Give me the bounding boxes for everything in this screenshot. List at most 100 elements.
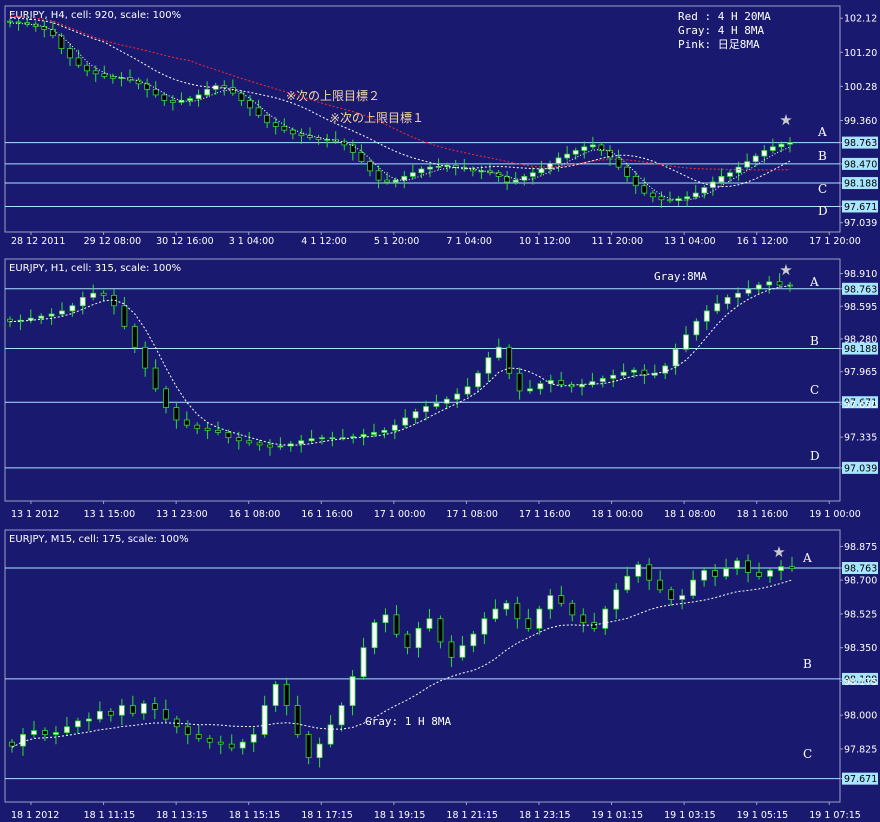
candle-bear [558, 380, 565, 386]
price-tag-bg [842, 672, 878, 685]
x-tick-label: 5 1 20:00 [374, 236, 420, 247]
candle-bull [701, 570, 708, 581]
moving-average-line [11, 579, 793, 748]
candle-bear [255, 107, 262, 116]
price-tag-bg [842, 157, 878, 170]
candle-bear [75, 57, 82, 66]
candle-bear [349, 144, 356, 153]
candle-bear [144, 83, 151, 90]
candle-bull [679, 595, 686, 600]
candle-bear [404, 633, 411, 649]
price-tag-bg [842, 136, 878, 149]
candle-bear [32, 23, 39, 27]
candle-bull [635, 564, 642, 577]
chart-panel-m15[interactable]: EURJPY, M15, cell: 175, scale: 100% Gray… [4, 529, 878, 821]
chart-panel-h1[interactable]: EURJPY, H1, cell: 315, scale: 100% Gray:… [4, 258, 878, 520]
level-label-d: D [818, 204, 828, 218]
candle-bull [537, 383, 544, 390]
candle-bear [131, 326, 138, 348]
candle-bear [101, 73, 108, 77]
candle-bull [599, 378, 606, 382]
candle-bull [64, 726, 70, 733]
candle-bear [607, 150, 613, 159]
candle-bear [162, 709, 169, 720]
candle-bull [714, 303, 721, 312]
price-tag-bg [842, 282, 878, 295]
y-tick-label: 99.360 [844, 116, 877, 127]
price-tag-label: 97.671 [844, 774, 877, 785]
x-tick-label: 18 1 00:00 [592, 509, 644, 520]
candle-bull [444, 164, 451, 167]
candle-bull [485, 357, 492, 374]
candle-bear [173, 407, 180, 421]
candle-bear [152, 88, 159, 96]
candle-bear [667, 199, 673, 202]
candle-bear [367, 161, 373, 172]
x-tick-label: 19 1 03:15 [664, 810, 716, 821]
target-annotation-2: ※次の上限目標２ [286, 89, 380, 103]
candle-bull [239, 741, 246, 749]
candle-bull [613, 589, 620, 610]
candle-bull [308, 438, 315, 442]
candle-bull [178, 100, 185, 103]
candle-bear [516, 372, 523, 392]
candle-bull [140, 703, 147, 714]
y-tick-label: 97.965 [844, 367, 877, 378]
candle-bear [135, 79, 142, 85]
candle-bear [169, 100, 176, 103]
ma-legend-gray: Gray:8MA [654, 270, 707, 283]
candle-bear [598, 144, 605, 151]
candle-bear [206, 737, 213, 743]
chart-title: EURJPY, M15, cell: 175, scale: 100% [9, 534, 189, 545]
candle-bull [59, 310, 65, 315]
candle-bull [744, 161, 751, 168]
candle-bull [478, 170, 485, 173]
candle-bull [734, 560, 740, 569]
candle-bull [662, 365, 669, 374]
y-tick-label: 98.595 [844, 302, 877, 313]
candle-bear [41, 25, 48, 30]
candle-bull [20, 734, 26, 747]
candle-bull [338, 705, 345, 726]
candle-bull [624, 575, 631, 591]
candle-bear [183, 419, 190, 426]
candle-bear [42, 730, 48, 735]
x-tick-label: 18 1 2012 [11, 810, 59, 821]
chart-panel-h4[interactable]: EURJPY, H4, cell: 920, scale: 100% Red :… [4, 5, 878, 247]
candle-bull [79, 297, 86, 307]
level-label-a: A [802, 551, 812, 565]
x-tick-label: 19 1 01:15 [592, 810, 644, 821]
x-tick-label: 3 1 04:00 [229, 236, 275, 247]
candle-bear [15, 21, 22, 24]
price-tag-label: 98.470 [844, 159, 877, 170]
candle-bull [319, 437, 325, 440]
candle-bear [235, 437, 242, 442]
ma-legend-red: Red : 4 H 20MA [678, 10, 771, 23]
candle-bull [324, 138, 331, 141]
candle-bull [415, 627, 422, 649]
x-tick-label: 19 1 00:00 [809, 509, 861, 520]
candle-bear [789, 566, 795, 569]
price-tag-bg [842, 396, 878, 409]
y-tick-label: 102.12 [844, 14, 877, 25]
candle-bull [48, 313, 55, 317]
y-tick-label: 97.650 [844, 400, 877, 411]
candle-bull [277, 445, 284, 448]
candle-bear [152, 367, 159, 390]
x-tick-label: 11 1 20:00 [592, 236, 644, 247]
candle-bull [381, 429, 388, 433]
candle-bear [756, 572, 762, 577]
x-tick-label: 10 1 12:00 [519, 236, 571, 247]
y-tick-label: 98.280 [844, 334, 877, 345]
candle-bull [778, 143, 785, 148]
candle-bull [555, 157, 562, 164]
candle-bear [163, 388, 169, 408]
level-label-b: B [803, 657, 812, 671]
level-label-a: A [809, 275, 819, 289]
x-tick-label: 13 1 15:00 [84, 509, 136, 520]
moving-average-line [9, 285, 791, 446]
candle-bear [776, 281, 783, 286]
candle-bear [341, 140, 348, 146]
candle-bear [264, 114, 271, 124]
candle-bull [589, 381, 596, 386]
